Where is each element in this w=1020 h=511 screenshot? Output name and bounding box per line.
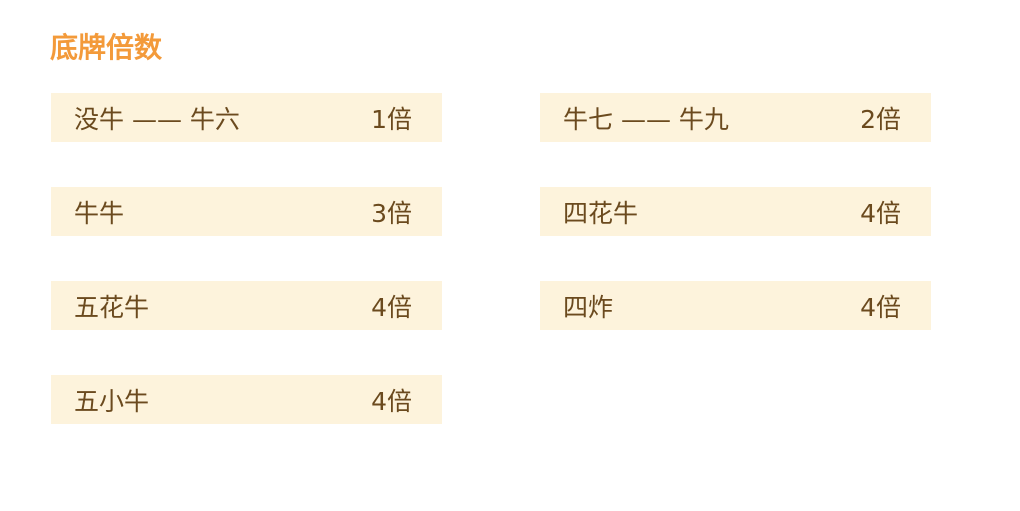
multiplier-row: 牛七 —— 牛九 2倍	[540, 93, 931, 142]
multiplier-value: 3倍	[371, 198, 412, 228]
multiplier-row: 五花牛 4倍	[51, 281, 442, 330]
multiplier-value: 4倍	[371, 386, 412, 416]
hand-name: 四炸	[563, 292, 614, 322]
hand-name: 四花牛	[563, 198, 639, 228]
multiplier-value: 4倍	[371, 292, 412, 322]
hand-name: 牛七 —— 牛九	[563, 104, 729, 134]
section-title: 底牌倍数	[50, 31, 163, 64]
hand-name: 没牛 —— 牛六	[74, 104, 240, 134]
hand-name: 五花牛	[74, 292, 150, 322]
multiplier-value: 2倍	[860, 104, 901, 134]
multiplier-value: 4倍	[860, 198, 901, 228]
multiplier-value: 1倍	[371, 104, 412, 134]
hand-name: 五小牛	[74, 386, 150, 416]
multiplier-row: 没牛 —— 牛六 1倍	[51, 93, 442, 142]
hand-name: 牛牛	[74, 198, 125, 228]
multiplier-value: 4倍	[860, 292, 901, 322]
multiplier-row: 四花牛 4倍	[540, 187, 931, 236]
multiplier-row: 牛牛 3倍	[51, 187, 442, 236]
multiplier-row: 五小牛 4倍	[51, 375, 442, 424]
multiplier-row: 四炸 4倍	[540, 281, 931, 330]
